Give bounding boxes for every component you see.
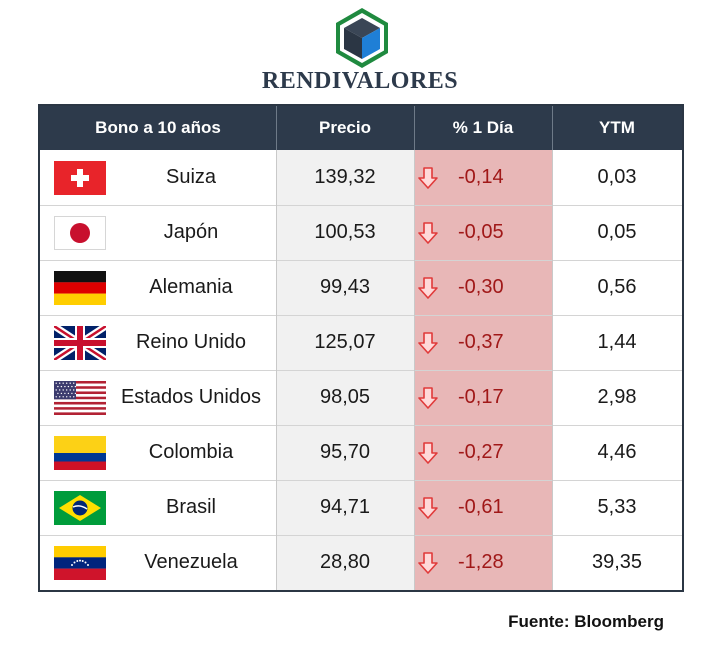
japan-flag-icon: [54, 215, 106, 250]
country-name: Colombia: [148, 441, 234, 463]
down-arrow-icon: [418, 496, 438, 519]
price-cell: 125,07: [276, 315, 414, 370]
ytm-cell: 0,03: [552, 150, 682, 205]
ytm-cell: 39,35: [552, 535, 682, 590]
change-cell: -0,30: [414, 260, 552, 315]
change-value: -1,28: [458, 551, 504, 573]
country-name: Suiza: [165, 166, 217, 188]
down-arrow-icon: [418, 331, 438, 354]
table-row: Japón 100,53 -0,05 0,05: [40, 205, 682, 260]
colombia-flag-icon: [54, 435, 106, 470]
table-row: Suiza 139,32 -0,14 0,03: [40, 150, 682, 205]
price-cell: 98,05: [276, 370, 414, 425]
table-row: Venezuela 28,80 -1,28 39,35: [40, 535, 682, 590]
down-arrow-icon: [418, 441, 438, 464]
down-arrow-icon: [418, 221, 438, 244]
venezuela-flag-icon: [54, 545, 106, 580]
down-arrow-icon: [418, 386, 438, 409]
change-value: -0,05: [458, 221, 504, 243]
change-cell: -0,17: [414, 370, 552, 425]
country-cell: Alemania: [40, 260, 276, 315]
down-arrow-icon: [418, 551, 438, 574]
change-cell: -0,61: [414, 480, 552, 535]
table-row: Estados Unidos 98,05 -0,17 2,98: [40, 370, 682, 425]
table-row: Colombia 95,70 -0,27 4,46: [40, 425, 682, 480]
change-value: -0,37: [458, 331, 504, 353]
change-cell: -0,05: [414, 205, 552, 260]
country-cell: Estados Unidos: [40, 370, 276, 425]
price-cell: 94,71: [276, 480, 414, 535]
united-states-flag-icon: [54, 380, 106, 415]
change-value: -0,30: [458, 276, 504, 298]
switzerland-flag-icon: [54, 160, 106, 195]
country-name: Alemania: [149, 276, 233, 298]
down-arrow-icon: [418, 166, 438, 189]
country-cell: Brasil: [40, 480, 276, 535]
source-note: Fuente: Bloomberg: [508, 612, 664, 631]
country-name: Estados Unidos: [120, 386, 262, 408]
price-cell: 95,70: [276, 425, 414, 480]
change-value: -0,17: [458, 386, 504, 408]
price-cell: 100,53: [276, 205, 414, 260]
bond-table: Bono a 10 años Precio % 1 Día YTM Suiza 1…: [38, 104, 684, 592]
germany-flag-icon: [54, 270, 106, 305]
column-header-price: Precio: [319, 118, 371, 137]
change-cell: -0,14: [414, 150, 552, 205]
column-header-bond: Bono a 10 años: [95, 118, 221, 137]
change-cell: -0,27: [414, 425, 552, 480]
country-name: Japón: [163, 221, 219, 243]
country-cell: Venezuela: [40, 535, 276, 590]
table-body: Suiza 139,32 -0,14 0,03 Japón 100,53 -0,05 0,05…: [40, 150, 682, 590]
ytm-cell: 1,44: [552, 315, 682, 370]
table-row: Brasil 94,71 -0,61 5,33: [40, 480, 682, 535]
change-value: -0,14: [458, 166, 504, 188]
price-cell: 28,80: [276, 535, 414, 590]
brazil-flag-icon: [54, 490, 106, 525]
change-value: -0,27: [458, 441, 504, 463]
change-cell: -0,37: [414, 315, 552, 370]
cube-logo-icon: [336, 8, 388, 68]
price-cell: 139,32: [276, 150, 414, 205]
column-header-ytm: YTM: [599, 118, 635, 137]
change-cell: -1,28: [414, 535, 552, 590]
ytm-cell: 0,05: [552, 205, 682, 260]
ytm-cell: 2,98: [552, 370, 682, 425]
down-arrow-icon: [418, 276, 438, 299]
change-value: -0,61: [458, 496, 504, 518]
column-header-change: % 1 Día: [452, 118, 514, 137]
brand-title: RENDIVALORES: [261, 68, 459, 94]
country-cell: Japón: [40, 205, 276, 260]
united-kingdom-flag-icon: [54, 325, 106, 360]
ytm-cell: 5,33: [552, 480, 682, 535]
table-header: Bono a 10 años Precio % 1 Día YTM: [40, 106, 682, 150]
country-cell: Colombia: [40, 425, 276, 480]
ytm-cell: 4,46: [552, 425, 682, 480]
country-cell: Reino Unido: [40, 315, 276, 370]
country-cell: Suiza: [40, 150, 276, 205]
country-name: Reino Unido: [135, 331, 247, 353]
price-cell: 99,43: [276, 260, 414, 315]
country-name: Brasil: [165, 496, 216, 518]
table-row: Reino Unido 125,07 -0,37 1,44: [40, 315, 682, 370]
ytm-cell: 0,56: [552, 260, 682, 315]
country-name: Venezuela: [144, 551, 238, 573]
table-row: Alemania 99,43 -0,30 0,56: [40, 260, 682, 315]
